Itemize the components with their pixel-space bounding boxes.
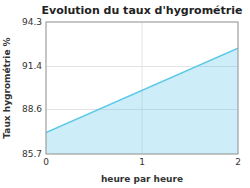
chart: 85.7 88.6 91.4 94.3 0 1 2 Evolution du taux d'h… [0, 0, 250, 188]
y-tick-label: 91.4 [22, 61, 42, 71]
x-axis-label: heure par heure [101, 174, 183, 184]
x-tick-label: 1 [139, 157, 145, 167]
y-tick-label: 85.7 [22, 149, 42, 159]
plot-area [46, 48, 238, 154]
grid [46, 22, 238, 154]
area [46, 48, 238, 154]
x-tick-label: 0 [43, 157, 49, 167]
y-tick-label: 88.6 [22, 104, 42, 114]
ticks: 85.7 88.6 91.4 94.3 0 1 2 [22, 17, 241, 168]
x-tick-label: 2 [235, 157, 241, 167]
line [46, 48, 238, 132]
y-axis-label: Taux hygrométrie % [2, 37, 12, 138]
title: Evolution du taux d'hygrométrie [42, 4, 243, 17]
plot-frame [46, 22, 238, 154]
y-tick-label: 94.3 [22, 17, 42, 27]
